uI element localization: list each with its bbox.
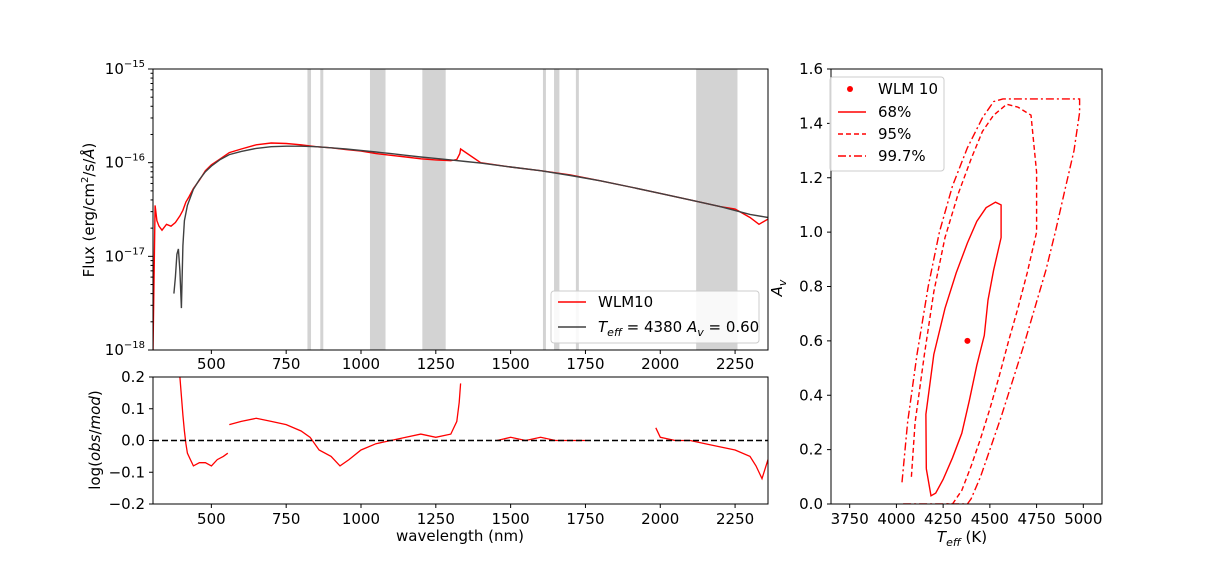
residual-ytick-label: −0.2 — [109, 495, 145, 513]
spectrum-series — [153, 142, 768, 350]
contour-xtick-label: 4500 — [971, 510, 1009, 528]
masked-band-6 — [575, 69, 579, 350]
contour-x-ticks: 3750 4000 4250 4500 4750 5000 — [831, 504, 1102, 528]
residual-series — [179, 377, 768, 481]
residual-panel: 500 750 1000 1250 1500 1750 2000 2250 0.2 0.1 0.0… — [86, 368, 769, 545]
residual-segment-0 — [179, 377, 229, 467]
spectrum-ytick-label: 10−16 — [105, 153, 145, 172]
residual-xtick-label: 2000 — [641, 510, 679, 528]
legend-label-model: Teff = 4380 Av = 0.60 — [598, 318, 759, 339]
contour-xtick-label: 4000 — [877, 510, 915, 528]
contour-panel: 3750 4000 4250 4500 4750 5000 0.0 0.2 0.4 0.6 0.8… — [768, 60, 1103, 549]
contour-ytick-label: 1.2 — [799, 169, 823, 187]
masked-band-5 — [554, 69, 560, 350]
contour-ytick-label: 0.2 — [799, 441, 823, 459]
residual-segment-1 — [229, 383, 462, 467]
legend-marker-wlm10 — [847, 86, 853, 92]
spectrum-legend-box — [550, 290, 760, 344]
contour-y-label: Av — [768, 279, 789, 297]
contour-ytick-label: 0.0 — [799, 495, 823, 513]
contour-95 — [910, 103, 1038, 504]
masked-band-3 — [422, 69, 446, 350]
spectrum-xtick-label: 2000 — [641, 355, 679, 373]
residual-xtick-label: 1750 — [566, 510, 604, 528]
spectrum-xtick-label: 2250 — [716, 355, 754, 373]
residual-segment-3 — [655, 427, 768, 481]
residual-ytick-label: 0.2 — [121, 368, 145, 386]
spectrum-axes-frame — [152, 68, 769, 351]
series-line-model — [173, 145, 768, 309]
contour-xtick-label: 5000 — [1064, 510, 1102, 528]
spectrum-ytick-label: 10−15 — [105, 59, 145, 78]
contour-xtick-label: 4250 — [924, 510, 962, 528]
contour-ytick-label: 1.6 — [799, 60, 823, 78]
masked-band-0 — [307, 69, 312, 350]
residual-y-label: log(obs/mod) — [86, 390, 104, 489]
residual-x-ticks: 500 750 1000 1250 1500 1750 2000 2250 — [197, 504, 754, 528]
spectrum-ytick-label: 10−18 — [105, 340, 145, 359]
legend-label-95: 95% — [878, 125, 911, 143]
legend-label-997: 99.7% — [878, 147, 926, 165]
spectrum-xtick-label: 1000 — [342, 355, 380, 373]
spectrum-xtick-label: 500 — [197, 355, 226, 373]
residual-xtick-label: 1000 — [342, 510, 380, 528]
contour-99-7 — [901, 98, 1081, 504]
legend-label-wlm10: WLM10 — [598, 293, 653, 311]
legend-label-point: WLM 10 — [878, 80, 938, 98]
contour-ytick-label: 0.4 — [799, 386, 823, 404]
contour-legend: WLM 10 68% 95% 99.7% — [829, 76, 945, 172]
residual-y-ticks: 0.2 0.1 0.0 −0.1 −0.2 — [109, 368, 153, 513]
contour-xtick-label: 4750 — [1017, 510, 1055, 528]
spectrum-panel: 500 750 1000 1250 1500 1750 2000 2250 10−1510−1… — [79, 59, 769, 373]
spectrum-x-ticks: 500 750 1000 1250 1500 1750 2000 2250 — [197, 350, 754, 373]
contour-legend-box — [829, 76, 945, 172]
spectrum-xtick-label: 1500 — [492, 355, 530, 373]
contour-y-ticks: 0.0 0.2 0.4 0.6 0.8 1.0 1.2 1.4 1.6 — [799, 60, 831, 513]
spectrum-xtick-label: 750 — [272, 355, 301, 373]
residual-xtick-label: 500 — [197, 510, 226, 528]
masked-band-4 — [542, 69, 546, 350]
spectrum-ytick-label: 10−17 — [105, 246, 145, 265]
best-fit-point — [964, 337, 971, 344]
contour-ytick-label: 0.8 — [799, 278, 823, 296]
residual-xtick-label: 2250 — [716, 510, 754, 528]
spectrum-legend: WLM10 Teff = 4380 Av = 0.60 — [550, 290, 760, 344]
residual-x-label: wavelength (nm) — [396, 527, 524, 545]
spectrum-y-ticks: 10−15 10−16 10−17 10−18 — [105, 59, 153, 359]
contour-68 — [925, 201, 1002, 497]
residual-ytick-label: 0.0 — [121, 432, 145, 450]
residual-ytick-label: 0.1 — [121, 400, 145, 418]
contour-ytick-label: 1.4 — [799, 114, 823, 132]
masked-band-1 — [320, 69, 324, 350]
residual-ytick-label: −0.1 — [109, 463, 145, 481]
contour-series — [901, 98, 1081, 504]
contour-ytick-label: 1.0 — [799, 223, 823, 241]
contour-x-label: Teff (K) — [937, 528, 987, 549]
spectrum-xtick-label: 1750 — [566, 355, 604, 373]
masked-band-2 — [369, 69, 386, 350]
contour-xtick-label: 3750 — [831, 510, 869, 528]
residual-xtick-label: 1500 — [492, 510, 530, 528]
residual-xtick-label: 750 — [272, 510, 301, 528]
spectrum-xtick-label: 1250 — [417, 355, 455, 373]
legend-label-68: 68% — [878, 103, 911, 121]
spectrum-y-label: Flux (erg/cm2/s/Å) — [79, 143, 98, 278]
contour-ytick-label: 0.6 — [799, 332, 823, 350]
residual-xtick-label: 1250 — [417, 510, 455, 528]
